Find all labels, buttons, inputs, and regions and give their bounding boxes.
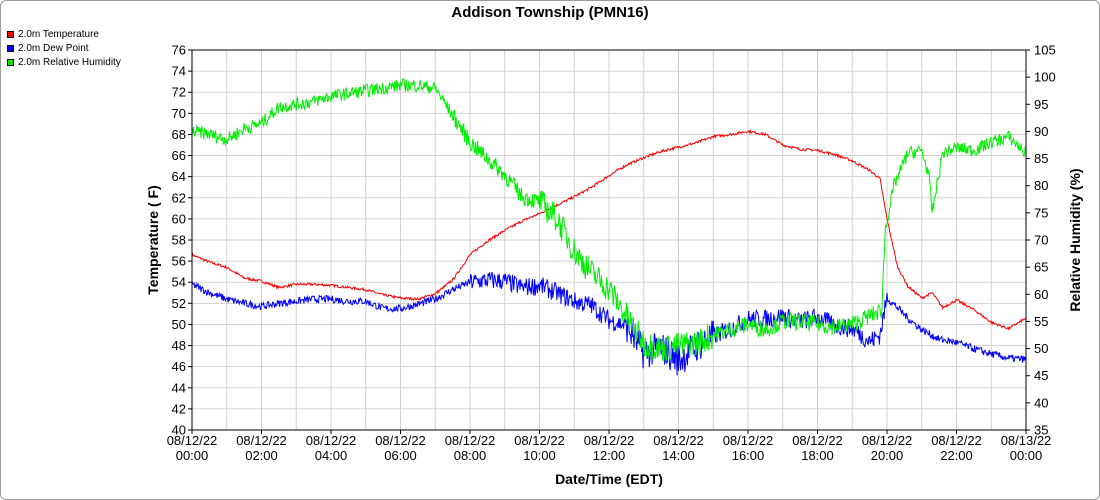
y-tick-label: 76 — [172, 43, 186, 58]
x-tick-label-date: 08/12/22 — [306, 433, 357, 448]
chart-title: Addison Township (PMN16) — [451, 4, 649, 21]
y-tick-label: 52 — [172, 296, 186, 311]
x-tick-label-time: 22:00 — [940, 448, 973, 463]
y-tick-label: 56 — [172, 254, 186, 269]
y2-tick-label: 60 — [1034, 287, 1048, 302]
legend-swatch-relative-humidity — [7, 58, 14, 66]
legend-label-dew-point: 2.0m Dew Point — [18, 42, 89, 54]
legend-label-temperature: 2.0m Temperature — [18, 28, 99, 40]
y-tick-label: 48 — [172, 338, 186, 353]
legend: 2.0m Temperature 2.0m Dew Point 2.0m Rel… — [7, 27, 121, 69]
x-tick-label-date: 08/13/22 — [1001, 433, 1052, 448]
y2-tick-label: 65 — [1034, 260, 1048, 275]
x-tick-label-time: 16:00 — [732, 448, 765, 463]
y-tick-label: 54 — [172, 275, 186, 290]
x-tick-label-time: 06:00 — [384, 448, 417, 463]
legend-item-dew-point: 2.0m Dew Point — [7, 41, 121, 55]
y-tick-label: 74 — [172, 64, 186, 79]
x-tick-label-date: 08/12/22 — [375, 433, 426, 448]
x-tick-label-time: 10:00 — [523, 448, 556, 463]
series-line-2-0m-temperature — [191, 128, 1027, 331]
y-tick-label: 58 — [172, 233, 186, 248]
legend-item-temperature: 2.0m Temperature — [7, 27, 121, 41]
y2-axis-title: Relative Humidity (%) — [1067, 168, 1083, 311]
x-axis-title: Date/Time (EDT) — [555, 471, 663, 487]
y-tick-label: 42 — [172, 401, 186, 416]
y-tick-label: 50 — [172, 317, 186, 332]
series-line-2-0m-dew-point — [191, 271, 1027, 376]
y-tick-label: 44 — [172, 380, 186, 395]
x-tick-label-date: 08/12/22 — [723, 433, 774, 448]
x-tick-label-time: 18:00 — [801, 448, 834, 463]
x-tick-label-time: 20:00 — [871, 448, 904, 463]
legend-item-relative-humidity: 2.0m Relative Humidity — [7, 55, 121, 69]
x-tick-label-date: 08/12/22 — [653, 433, 704, 448]
y2-tick-label: 80 — [1034, 178, 1048, 193]
x-tick-label-time: 04:00 — [315, 448, 348, 463]
y2-tick-label: 50 — [1034, 341, 1048, 356]
series-line-2-0m-relative-humidity — [191, 78, 1027, 362]
y2-tick-label: 45 — [1034, 368, 1048, 383]
legend-swatch-dew-point — [7, 44, 14, 52]
x-tick-label-date: 08/12/22 — [236, 433, 287, 448]
legend-swatch-temperature — [7, 30, 14, 38]
y2-tick-label: 100 — [1034, 70, 1056, 85]
plot-border — [191, 49, 1027, 431]
y-tick-label: 66 — [172, 148, 186, 163]
x-tick-label-date: 08/12/22 — [862, 433, 913, 448]
y2-tick-label: 85 — [1034, 151, 1048, 166]
y-tick-label: 60 — [172, 211, 186, 226]
y2-tick-label: 105 — [1034, 43, 1056, 58]
x-tick-label-date: 08/12/22 — [167, 433, 218, 448]
axis-layer: 40 42 44 46 48 50 52 54 56 58 60 62 64 66 68 70 72 74 76 35… — [167, 43, 1056, 464]
x-tick-label-time: 00:00 — [1010, 448, 1043, 463]
x-tick-label-date: 08/12/22 — [514, 433, 565, 448]
x-tick-label-date: 08/12/22 — [931, 433, 982, 448]
x-tick-label-date: 08/12/22 — [792, 433, 843, 448]
y-tick-label: 40 — [172, 423, 186, 438]
y-tick-label: 46 — [172, 359, 186, 374]
x-tick-label-date: 08/12/22 — [584, 433, 635, 448]
x-tick-label-date: 08/12/22 — [445, 433, 496, 448]
x-tick-label-time: 12:00 — [593, 448, 626, 463]
y2-tick-label: 40 — [1034, 395, 1048, 410]
legend-label-relative-humidity: 2.0m Relative Humidity — [18, 56, 121, 68]
grid-layer — [191, 49, 1027, 431]
y-axis-title: Temperature ( F) — [145, 185, 161, 294]
y-tick-label: 72 — [172, 85, 186, 100]
y-tick-label: 62 — [172, 190, 186, 205]
y2-tick-label: 70 — [1034, 233, 1048, 248]
y2-tick-label: 75 — [1034, 205, 1048, 220]
y2-tick-label: 95 — [1034, 97, 1048, 112]
y-tick-label: 64 — [172, 169, 186, 184]
y2-tick-label: 35 — [1034, 423, 1048, 438]
x-tick-label-time: 00:00 — [176, 448, 209, 463]
x-tick-label-time: 14:00 — [662, 448, 695, 463]
y-tick-label: 70 — [172, 106, 186, 121]
y-tick-label: 68 — [172, 127, 186, 142]
series-layer — [191, 78, 1027, 376]
x-tick-label-time: 08:00 — [454, 448, 487, 463]
y2-tick-label: 90 — [1034, 124, 1048, 139]
x-tick-label-time: 02:00 — [245, 448, 278, 463]
y2-tick-label: 55 — [1034, 314, 1048, 329]
